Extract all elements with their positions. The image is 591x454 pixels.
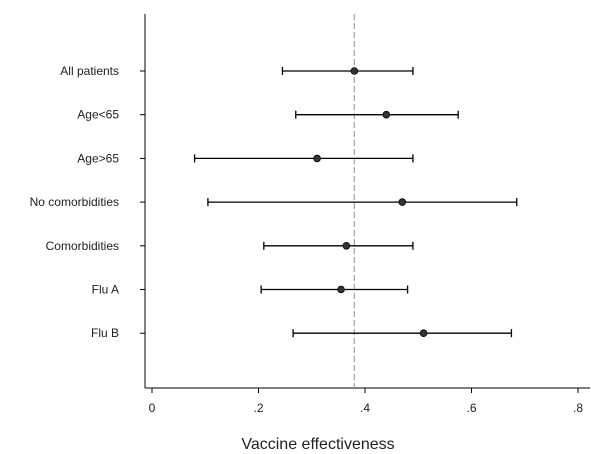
axes xyxy=(144,14,590,389)
y-axis-ticks: All patients Age<65 Age>65 No comorbidities… xyxy=(30,64,145,340)
x-tick-label: 0 xyxy=(149,401,156,415)
category-label: All patients xyxy=(60,64,119,78)
point-estimate xyxy=(337,285,345,294)
point-estimate xyxy=(350,67,359,75)
x-tick-label: .4 xyxy=(360,401,370,415)
point-estimate xyxy=(419,329,428,338)
x-axis-title: Vaccine effectiveness xyxy=(241,436,394,453)
x-tick-label: .6 xyxy=(466,401,476,415)
estimate-marks xyxy=(193,67,518,338)
category-label: No comorbidities xyxy=(30,195,119,209)
point-estimate xyxy=(342,242,351,250)
x-tick-label: .2 xyxy=(253,401,263,415)
category-label: Flu A xyxy=(92,283,119,297)
category-label: Flu B xyxy=(91,326,119,340)
category-label: Age>65 xyxy=(77,151,119,165)
x-axis-ticks: 0 .2 .4 .6 .8 xyxy=(149,388,583,415)
point-estimate xyxy=(313,154,321,163)
category-label: Comorbidities xyxy=(46,239,119,253)
point-estimate xyxy=(398,198,407,206)
category-label: Age<65 xyxy=(77,108,119,122)
x-tick-label: .8 xyxy=(573,401,583,415)
point-estimate xyxy=(382,110,391,119)
